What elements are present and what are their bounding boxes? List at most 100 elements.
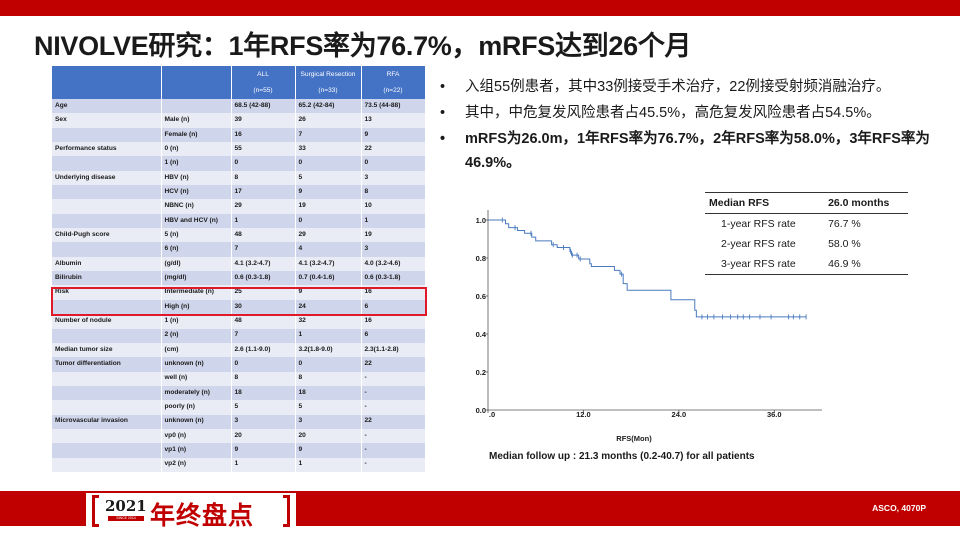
chart-axes [486, 210, 822, 413]
table-row: vp1 (n) 9 9- [52, 443, 426, 458]
table-cell: - [361, 457, 426, 472]
table-cell: 1 [231, 457, 296, 472]
table-cell: 0 [295, 156, 362, 171]
table-cell [52, 400, 162, 415]
y-tick-label: 0.4 [476, 330, 487, 339]
table-cell: 7 [231, 328, 296, 343]
table-cell: 22 [361, 414, 426, 429]
x-tick-label: 12.0 [576, 410, 591, 419]
table-cell: 5 [231, 400, 296, 415]
table-cell: (g/dl) [161, 256, 232, 272]
table-cell: moderately (n) [161, 385, 232, 401]
bullet-text: mRFS为26.0m，1年RFS率为76.7%，2年RFS率为58.0%，3年R… [465, 131, 930, 171]
table-cell: 19 [361, 228, 426, 243]
stats-header-row: Median RFS 26.0 months [705, 192, 908, 214]
table-header-cell [52, 66, 162, 99]
table-cell: 9 [231, 443, 296, 458]
table-cell: 3 [231, 414, 296, 429]
table-cell: Performance status [52, 142, 162, 157]
table-cell: Male (n) [161, 113, 232, 128]
table-row: 2 (n) 7 1 6 [52, 328, 426, 343]
table-cell: 4 [295, 242, 362, 257]
table-cell: Female (n) [161, 127, 232, 143]
stats-row: 3-year RFS rate 46.9 % [705, 254, 908, 275]
table-cell: 8 [231, 371, 296, 386]
table-header-cell [161, 66, 232, 99]
table-row: Albumin (g/dl) 4.1 (3.2-4.7) 4.1 (3.2-4.7) 4… [52, 256, 426, 272]
table-cell: 0 [231, 357, 296, 372]
table-cell: HBV and HCV (n) [161, 213, 232, 229]
table-header-cell: ALL (n=55) [231, 66, 296, 99]
table-cell: 0.7 (0.4-1.6) [295, 271, 362, 286]
stats-value: 58.0 % [828, 237, 861, 250]
table-cell: Bilirubin [52, 271, 162, 286]
logo-year: 2021 [105, 497, 147, 515]
table-cell: 7 [231, 242, 296, 257]
table-cell: 17 [231, 185, 296, 200]
table-row: Bilirubin (mg/dl) 0.6 (0.3-1.8) 0.7 (0.4-1.… [52, 271, 426, 286]
table-cell: 3 [295, 414, 362, 429]
table-cell: 22 [361, 357, 426, 372]
table-cell: 8 [295, 371, 362, 386]
table-row: 6 (n) 7 4 3 [52, 242, 426, 257]
table-cell: Age [52, 99, 162, 114]
table-row: 1 (n) 0 0 0 [52, 156, 426, 171]
table-row: High (n) 30 24 6 [52, 299, 426, 315]
table-cell: 5 [295, 400, 362, 415]
table-cell: 1 [361, 213, 426, 229]
header-count-label: (n=33) [318, 86, 338, 94]
table-cell: 16 [231, 127, 296, 143]
table-cell: 1 (n) [161, 156, 232, 171]
bullet-text: 入组55例患者，其中33例接受手术治疗，22例接受射频消融治疗。 [465, 79, 891, 95]
table-header-cell: RFA (n=22) [361, 66, 426, 99]
table-cell: 8 [361, 185, 426, 200]
table-cell: 6 (n) [161, 242, 232, 257]
table-cell: 10 [361, 199, 426, 214]
table-cell: unknown (n) [161, 414, 232, 429]
table-row: Microvascular invasion unknown (n) 3 3 22 [52, 414, 426, 429]
stats-label: 3-year RFS rate [705, 254, 821, 275]
table-cell [52, 199, 162, 214]
table-cell: Microvascular invasion [52, 414, 162, 429]
table-cell: 16 [361, 285, 426, 300]
table-cell [52, 457, 162, 472]
x-axis-label: RFS(Mon) [616, 434, 652, 443]
table-cell: 9 [295, 443, 362, 458]
stats-label: 1-year RFS rate [721, 217, 796, 230]
table-cell: 9 [295, 285, 362, 300]
key-findings-list: • 入组55例患者，其中33例接受手术治疗，22例接受射频消融治疗。 • 其中，中危… [440, 76, 940, 178]
table-cell: - [361, 385, 426, 401]
table-cell: 20 [295, 428, 362, 444]
kaplan-meier-chart: .0 12.0 24.0 36.0 1.0 0.8 0.6 0.4 0.2 0.0 RFS(Mon… [476, 210, 822, 443]
table-row: Underlying disease HBV (n) 8 5 3 [52, 170, 426, 186]
table-cell: High (n) [161, 299, 232, 315]
table-cell: 26 [295, 113, 362, 128]
rfs-stats-table: Median RFS 26.0 months 1-year RFS rate 7… [705, 192, 908, 275]
table-row: Age 68.5 (42-88) 65.2 (42-84) 73.5 (44-88) [52, 99, 426, 114]
table-cell: 9 [295, 185, 362, 200]
table-cell: NBNC (n) [161, 199, 232, 214]
table-row: moderately (n) 18 18- [52, 385, 426, 401]
stats-label: Median RFS [705, 192, 821, 214]
x-tick-label: 36.0 [767, 410, 782, 419]
table-cell: Number of nodule [52, 314, 162, 329]
table-row: Number of nodule 1 (n) 48 32 16 [52, 314, 426, 329]
table-cell [52, 428, 162, 444]
table-cell: 2.6 (1.1-9.0) [231, 342, 296, 358]
table-cell: 18 [231, 385, 296, 401]
table-cell: HCV (n) [161, 185, 232, 200]
table-row: Female (n) 16 7 9 [52, 127, 426, 143]
bullet-marker: • [440, 105, 446, 122]
table-cell [52, 328, 162, 343]
table-cell: 1 [295, 328, 362, 343]
table-cell: 3 [361, 170, 426, 186]
table-cell: vp1 (n) [161, 443, 232, 458]
header-group-label: ALL [257, 70, 269, 78]
table-cell: - [361, 428, 426, 444]
table-cell: 9 [361, 127, 426, 143]
table-cell: unknown (n) [161, 357, 232, 372]
table-row: NBNC (n) 29 19 10 [52, 199, 426, 214]
table-cell: 6 [361, 299, 426, 315]
table-cell: 0.6 (0.3-1.8) [231, 271, 296, 286]
table-cell: 13 [361, 113, 426, 128]
